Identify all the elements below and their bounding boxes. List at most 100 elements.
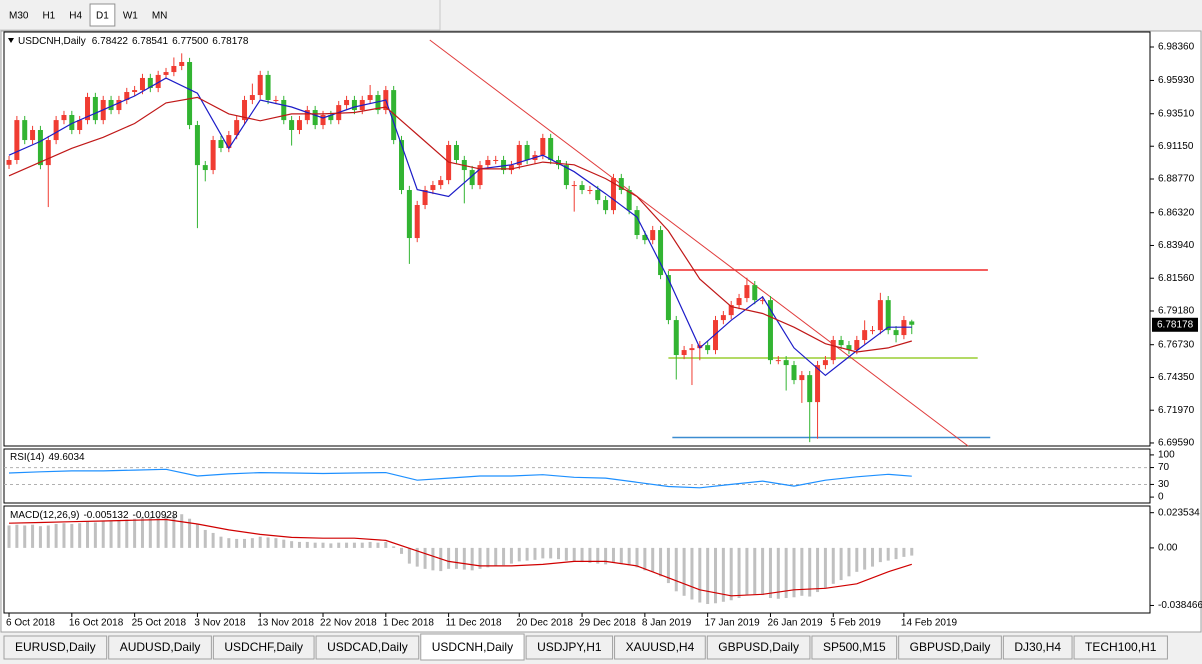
chart-tab-label[interactable]: TECH100,H1: [1085, 640, 1157, 654]
collapse-arrow[interactable]: [8, 38, 14, 43]
candle-body: [571, 185, 577, 187]
chart-tab-label[interactable]: USDCAD,Daily: [327, 640, 408, 654]
chart-tab[interactable]: [315, 635, 420, 660]
candle-body: [163, 72, 169, 75]
timeframe-label[interactable]: D1: [96, 11, 109, 22]
histogram-bar: [502, 547, 506, 566]
chart-tab-label[interactable]: XAUUSD,H4: [626, 640, 695, 654]
candle-body: [296, 120, 302, 130]
timeframe-label[interactable]: M30: [9, 11, 29, 22]
candle-body: [273, 99, 279, 101]
y-tick-label: 0: [1158, 492, 1164, 503]
candle-body: [281, 99, 287, 121]
candle-body: [618, 178, 624, 191]
histogram-bar: [761, 547, 765, 596]
histogram-bar: [541, 547, 545, 559]
chart-tab-label[interactable]: SP500,M15: [823, 640, 886, 654]
histogram-bar: [140, 517, 144, 548]
candle-body: [406, 190, 412, 239]
histogram-bar: [698, 547, 702, 603]
candle-body: [202, 165, 208, 171]
histogram-bar: [776, 547, 780, 599]
histogram-bar: [651, 547, 655, 572]
chart-tab[interactable]: [1073, 635, 1168, 660]
chart-tab[interactable]: [212, 635, 315, 660]
timeframe-label[interactable]: H1: [42, 11, 55, 22]
timeframe-label[interactable]: H4: [69, 11, 82, 22]
chart-tab-label[interactable]: AUDUSD,Daily: [120, 640, 201, 654]
candle-body: [736, 298, 742, 306]
candle-body: [61, 114, 67, 121]
y-tick-label: 6.83940: [1158, 240, 1195, 251]
histogram-bar: [863, 547, 867, 570]
histogram-bar: [596, 547, 600, 564]
chart-tab[interactable]: [1002, 635, 1073, 660]
chart-tab[interactable]: [3, 635, 108, 660]
timeframe-button[interactable]: [89, 3, 116, 27]
histogram-bar: [345, 542, 349, 548]
candle-body: [422, 190, 428, 206]
candle-body: [501, 159, 507, 171]
candle-body: [77, 120, 83, 130]
chart-tab-label[interactable]: EURUSD,Daily: [15, 640, 96, 654]
y-tick-label: 6.86320: [1158, 207, 1195, 218]
chart-tab-label[interactable]: USDCHF,Daily: [224, 640, 303, 654]
chart-tab[interactable]: [898, 635, 1002, 660]
histogram-bar: [517, 547, 521, 562]
timeframe-label[interactable]: MN: [152, 11, 168, 22]
histogram-bar: [839, 547, 843, 581]
candle-body: [477, 165, 483, 186]
rsi-title: RSI(14): [10, 452, 44, 463]
chart-tab[interactable]: [525, 635, 614, 660]
candle-body: [85, 96, 91, 121]
timeframe-button[interactable]: [3, 4, 35, 26]
candle-body: [673, 320, 679, 356]
chart-tab-label[interactable]: DJ30,H4: [1014, 640, 1061, 654]
candle-body: [752, 285, 758, 301]
candle-body: [885, 300, 891, 331]
histogram-bar: [180, 514, 184, 548]
chart-tab[interactable]: [706, 635, 811, 660]
candle-body: [469, 170, 475, 186]
timeframe-button[interactable]: [63, 4, 89, 26]
histogram-bar: [509, 547, 513, 564]
chart-tab[interactable]: [108, 635, 212, 660]
x-tick-label: 3 Nov 2018: [194, 618, 246, 629]
candle-body: [234, 120, 240, 136]
y-tick-label: 6.95930: [1158, 75, 1195, 86]
histogram-bar: [31, 524, 35, 548]
current-price-box: [1152, 317, 1198, 332]
histogram-bar: [274, 538, 278, 548]
chart-tab-label[interactable]: GBPUSD,Daily: [910, 640, 991, 654]
histogram-bar: [78, 523, 82, 548]
histogram-bar: [643, 547, 647, 571]
candle-body: [579, 185, 585, 191]
x-tick-label: 29 Dec 2018: [579, 618, 636, 629]
histogram-bar: [211, 532, 215, 548]
timeframe-button[interactable]: [116, 4, 144, 26]
chart-tab[interactable]: [811, 635, 898, 660]
histogram-bar: [674, 547, 678, 592]
chart-tab-label[interactable]: GBPUSD,Daily: [718, 640, 799, 654]
histogram-bar: [407, 547, 411, 564]
x-tick-label: 1 Dec 2018: [383, 618, 435, 629]
candle-body: [791, 365, 797, 381]
pane-frame: [3, 505, 1151, 614]
histogram-bar: [125, 519, 129, 548]
chart-tab-label[interactable]: USDJPY,H1: [537, 640, 602, 654]
histogram-bar: [7, 525, 11, 548]
chart-tab-label[interactable]: USDCNH,Daily: [432, 640, 513, 654]
histogram-bar: [392, 546, 396, 548]
timeframe-button[interactable]: [36, 4, 62, 26]
histogram-bar: [847, 547, 851, 577]
timeframe-button[interactable]: [145, 4, 174, 26]
indicator-line: [8, 96, 912, 353]
candle-body: [650, 230, 656, 241]
timeframe-label[interactable]: W1: [123, 11, 138, 22]
candle-body: [132, 90, 138, 93]
candle-body: [493, 159, 499, 161]
chart-tab[interactable]: [420, 633, 525, 661]
chart-tab[interactable]: [614, 635, 706, 660]
histogram-bar: [564, 547, 568, 561]
candle-body: [312, 110, 318, 126]
